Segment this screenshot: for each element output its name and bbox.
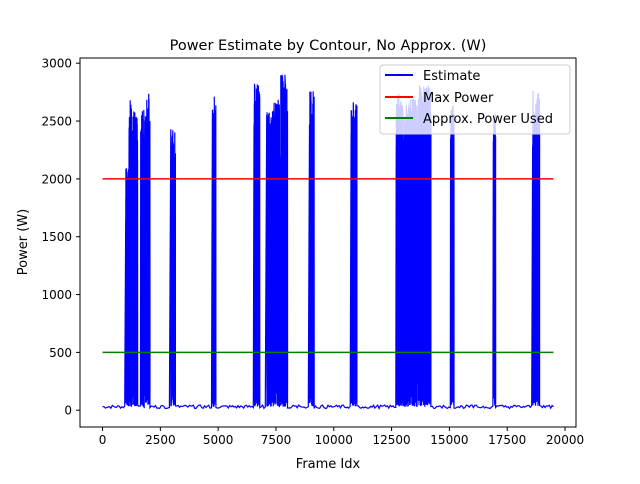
y-tick-label: 2000 <box>41 172 72 186</box>
y-tick-label: 1500 <box>41 230 72 244</box>
x-tick-label: 7500 <box>261 433 292 447</box>
x-tick-label: 2500 <box>145 433 176 447</box>
x-axis: 0 2500 5000 7500 10000 12500 15000 17500 20000 <box>99 427 584 447</box>
y-tick-label: 0 <box>64 404 72 418</box>
x-tick-label: 12500 <box>372 433 410 447</box>
x-tick-label: 15000 <box>430 433 468 447</box>
y-tick-label: 1000 <box>41 288 72 302</box>
legend-label-approx-power: Approx. Power Used <box>423 112 553 127</box>
plot-area <box>102 74 554 411</box>
legend-box <box>379 64 571 135</box>
y-tick-label: 3000 <box>41 57 72 71</box>
y-tick-label: 2500 <box>41 115 72 129</box>
x-tick-label: 0 <box>99 433 107 447</box>
x-axis-label: Frame Idx <box>296 457 361 472</box>
x-tick-label: 17500 <box>488 433 526 447</box>
legend: Estimate Max Power Approx. Power Used <box>379 64 571 135</box>
y-axis: 0 500 1000 1500 2000 2500 3000 <box>41 57 80 418</box>
legend-label-max-power: Max Power <box>423 91 494 106</box>
x-tick-label: 20000 <box>546 433 584 447</box>
y-tick-label: 500 <box>49 346 72 360</box>
y-axis-label: Power (W) <box>16 209 31 275</box>
chart-title: Power Estimate by Contour, No Approx. (W… <box>170 38 487 54</box>
x-tick-label: 10000 <box>315 433 353 447</box>
estimate-series-line <box>102 74 554 411</box>
x-tick-label: 5000 <box>203 433 234 447</box>
axes-frame <box>79 57 577 428</box>
legend-label-estimate: Estimate <box>423 69 480 84</box>
